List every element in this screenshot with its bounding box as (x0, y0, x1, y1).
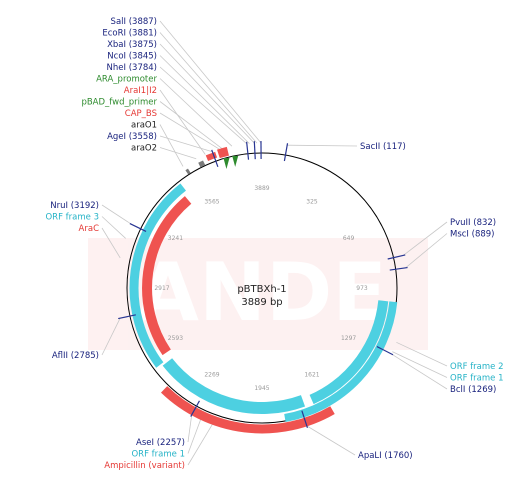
leader-line (403, 221, 448, 256)
sacII-site (283, 143, 289, 162)
right-top-label: SacII (117) (360, 142, 406, 152)
ageI-site (211, 149, 219, 167)
leader-line (159, 78, 233, 147)
leader-line (159, 124, 184, 167)
left-bottom-label: Ampicillin (variant) (104, 461, 185, 471)
orf-frame-1-bottom-arc (162, 358, 306, 415)
leader-line (159, 43, 255, 144)
left-top-label: EcoRI (3881) (102, 29, 157, 39)
tick-label: 2917 (154, 285, 169, 292)
ecoRI-site (253, 141, 256, 160)
left-mid-label: NruI (3192) (50, 201, 99, 211)
orf-frame-2-arc (309, 300, 389, 405)
right-low-label: ORF frame 2 (450, 362, 504, 372)
leader-line (392, 351, 448, 378)
leader-line (159, 135, 213, 153)
orf-frame-1-right-arc (284, 301, 398, 422)
tick-label: 3565 (204, 198, 219, 205)
bclI-site (376, 346, 394, 356)
leader-line (159, 66, 248, 145)
aflII-site (118, 314, 136, 320)
right-mid-label: PvuII (832) (450, 218, 496, 228)
right-low-label: BclI (1269) (450, 385, 496, 395)
left-top-label: pBAD_fwd_primer (81, 98, 157, 108)
tick-label: 2269 (204, 372, 219, 379)
feature-arcs (118, 140, 408, 434)
promoter-arrow-1 (223, 157, 230, 169)
left-top-label: AgeI (3558) (107, 132, 157, 142)
orf-frame-3-arc (129, 183, 186, 368)
left-top-label: CAP_BS (125, 109, 157, 119)
tick-label: 1945 (254, 385, 269, 392)
pvuII-site (387, 254, 406, 260)
leader-lines (101, 20, 448, 466)
left-bottom-label: ORF frame 1 (131, 450, 185, 460)
backbone-circle (126, 152, 398, 424)
tick-label: 649 (343, 235, 355, 242)
watermark-text: ANDE (137, 246, 387, 339)
position-ticks: 3889 325 649 973 1297 1621 1945 2269 2593 2917 324… (154, 185, 368, 392)
leader-line (101, 227, 121, 259)
plasmid-name: pBTBXh-1 (237, 284, 286, 295)
left-top-label: SalI (3887) (111, 17, 157, 27)
leader-line (101, 204, 132, 225)
grey-feature-1 (185, 168, 191, 175)
leader-line (187, 414, 193, 443)
tick-label: 325 (306, 198, 318, 205)
nheI-site (246, 141, 250, 160)
left-bottom-label: AseI (2257) (136, 438, 185, 448)
right-low-label: ORF frame 1 (450, 374, 504, 384)
apaLI-site (301, 410, 308, 428)
left-top-label: ARA_promoter (96, 75, 157, 85)
tick-label: 2593 (168, 335, 183, 342)
left-top-label: XbaI (3875) (107, 40, 157, 50)
left-mid-label: AraC (79, 224, 100, 234)
tick-label: 3889 (254, 185, 269, 192)
leader-line (405, 233, 448, 269)
leader-line (159, 112, 220, 150)
leader-line (390, 353, 448, 390)
right-bottom-label: ApaLI (1760) (358, 451, 413, 461)
araI1I2-arc (205, 151, 218, 161)
nruI-site (129, 223, 147, 232)
leader-line (287, 144, 358, 147)
leader-line (306, 425, 356, 456)
ampicillin-arc (160, 386, 335, 434)
left-top-label: AraI1|I2 (124, 86, 157, 96)
promoter-arrow-2 (232, 155, 239, 167)
aseI-site (190, 400, 200, 417)
tick-label: 1297 (341, 335, 356, 342)
left-top-label: NcoI (3845) (107, 52, 157, 62)
left-top-label: araO2 (131, 144, 157, 154)
tick-label: 1621 (304, 372, 319, 379)
tick-label: 3241 (168, 235, 183, 242)
plasmid-length: 3889 bp (241, 297, 282, 308)
leader-line (159, 101, 223, 149)
leader-line (101, 216, 126, 239)
leader-line (159, 32, 258, 144)
feature-labels: SalI (3887) EcoRI (3881)XbaI (3875) NcoI (… (45, 17, 503, 471)
left-top-label: NheI (3784) (107, 63, 157, 73)
left-top-label: araO1 (131, 121, 157, 131)
left-mid-label: ORF frame 3 (45, 213, 99, 223)
leader-line (187, 419, 202, 454)
leader-line (187, 424, 213, 466)
leader-line (101, 317, 121, 356)
arac-arc (142, 196, 192, 356)
leader-line (159, 55, 250, 144)
cap-bs-arc (217, 146, 230, 159)
tick-label: 973 (356, 285, 368, 292)
leader-line (159, 20, 262, 144)
right-mid-label: MscI (889) (450, 230, 495, 240)
mscI-site (389, 266, 408, 271)
grey-feature-3 (200, 160, 206, 167)
left-low-label: AflII (2785) (52, 351, 99, 361)
leader-line (159, 89, 206, 155)
leader-line (159, 147, 197, 160)
leader-line (396, 341, 448, 367)
